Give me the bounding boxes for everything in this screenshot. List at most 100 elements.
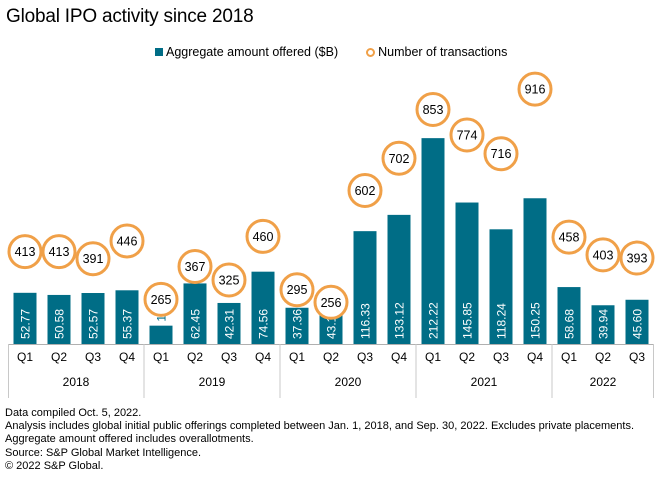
x-year-label: 2021 — [471, 375, 498, 389]
transaction-point — [483, 136, 519, 172]
transaction-point — [75, 241, 111, 277]
bar — [455, 202, 479, 344]
x-tick-label: Q1 — [425, 350, 441, 364]
transaction-value-label: 413 — [15, 245, 36, 259]
transaction-point — [245, 218, 281, 254]
chart-plot: 52.77 413 Q1 50.58 413 Q2 52.57 391 Q3 55.37 446 Q4… — [7, 71, 655, 398]
bar-value-label: 45.60 — [631, 309, 645, 339]
x-tick-label: Q3 — [221, 350, 237, 364]
transaction-point — [41, 234, 77, 270]
bar — [47, 294, 71, 344]
bar-value-label: 39.94 — [597, 309, 611, 339]
legend-circle-swatch-icon — [366, 47, 376, 57]
footnote-date: Data compiled Oct. 5, 2022. — [5, 407, 142, 419]
bar — [387, 214, 411, 344]
transaction-point — [347, 173, 383, 209]
x-year-label: 2019 — [199, 375, 226, 389]
transaction-value-label: 391 — [83, 252, 104, 266]
x-tick-label: Q4 — [119, 350, 135, 364]
legend-label-transactions: Number of transactions — [378, 45, 508, 59]
bar — [421, 138, 445, 344]
x-tick-label: Q2 — [595, 350, 611, 364]
bar-value-label: 118.24 — [495, 303, 509, 339]
transaction-point — [143, 281, 179, 317]
bar-value-label: 58.68 — [563, 309, 577, 339]
bar-value-label: 116.33 — [359, 303, 373, 339]
transaction-value-label: 393 — [627, 252, 648, 266]
transaction-value-label: 460 — [253, 230, 274, 244]
bar-value-label: 62.45 — [189, 309, 203, 339]
transaction-value-label: 265 — [151, 293, 172, 307]
bar — [217, 302, 241, 344]
footnote-analysis: Analysis includes global initial public … — [5, 420, 635, 433]
transaction-point — [177, 248, 213, 284]
x-tick-label: Q3 — [357, 350, 373, 364]
bar-value-label: 52.77 — [19, 309, 33, 339]
bar — [115, 290, 139, 344]
bar-value-label: 42.31 — [223, 309, 237, 339]
x-tick-label: Q4 — [391, 350, 407, 364]
footnote-copyright: © 2022 S&P Global. — [5, 459, 104, 472]
bar-value-label: 74.56 — [257, 309, 271, 339]
transaction-point — [109, 223, 145, 259]
transaction-point — [585, 237, 621, 273]
x-tick-label: Q1 — [561, 350, 577, 364]
x-tick-label: Q4 — [255, 350, 271, 364]
transaction-value-label: 256 — [321, 296, 342, 310]
transaction-value-label: 716 — [491, 147, 512, 161]
transaction-point — [517, 71, 553, 107]
x-tick-label: Q3 — [629, 350, 645, 364]
x-tick-label: Q1 — [17, 350, 33, 364]
bar — [149, 325, 173, 344]
bar — [13, 292, 37, 344]
transaction-value-label: 702 — [389, 152, 410, 166]
transaction-value-label: 853 — [423, 103, 444, 117]
x-tick-label: Q3 — [85, 350, 101, 364]
legend-item-amount: Aggregate amount offered ($B) — [155, 45, 338, 59]
transaction-point — [619, 240, 655, 276]
x-tick-label: Q4 — [527, 350, 543, 364]
bar — [489, 229, 513, 344]
transaction-point — [415, 91, 451, 127]
bar — [591, 305, 615, 344]
transaction-value-label: 916 — [525, 83, 546, 97]
transaction-point — [313, 284, 349, 320]
bar — [625, 299, 649, 344]
transaction-value-label: 602 — [355, 184, 376, 198]
transaction-point — [279, 272, 315, 308]
legend: Aggregate amount offered ($B) Number of … — [155, 45, 535, 59]
footnote-source: Source: S&P Global Market Intelligence. — [5, 446, 202, 459]
bar — [183, 283, 207, 344]
bar-value-label: 55.37 — [121, 309, 135, 339]
bar — [285, 307, 309, 344]
x-tick-label: Q1 — [289, 350, 305, 364]
bar — [353, 231, 377, 344]
x-tick-label: Q1 — [153, 350, 169, 364]
legend-label-amount: Aggregate amount offered ($B) — [166, 45, 339, 59]
bar-value-label: 50.58 — [53, 309, 67, 339]
x-tick-label: Q2 — [323, 350, 339, 364]
x-tick-label: Q2 — [51, 350, 67, 364]
x-tick-label: Q3 — [493, 350, 509, 364]
transaction-value-label: 403 — [593, 248, 614, 262]
transaction-value-label: 458 — [559, 231, 580, 245]
transaction-point — [381, 140, 417, 176]
x-year-label: 2018 — [63, 375, 90, 389]
transaction-point — [7, 234, 43, 270]
transaction-value-label: 295 — [287, 283, 308, 297]
transaction-value-label: 367 — [185, 260, 206, 274]
bar-value-label: 52.57 — [87, 309, 101, 339]
transaction-point — [551, 219, 587, 255]
bar-value-label: 133.12 — [393, 302, 407, 339]
bar-value-label: 37.36 — [291, 309, 305, 339]
legend-bar-swatch-icon — [155, 48, 163, 56]
transaction-value-label: 446 — [117, 234, 138, 248]
footnotes: Data compiled Oct. 5, 2022. Analysis inc… — [5, 407, 634, 473]
bar-value-label: 150.25 — [529, 302, 543, 339]
transaction-value-label: 413 — [49, 245, 70, 259]
bar-value-label: 212.22 — [427, 302, 441, 339]
bar — [523, 198, 547, 344]
transaction-value-label: 325 — [219, 274, 240, 288]
x-year-label: 2020 — [335, 375, 362, 389]
x-tick-label: Q2 — [459, 350, 475, 364]
